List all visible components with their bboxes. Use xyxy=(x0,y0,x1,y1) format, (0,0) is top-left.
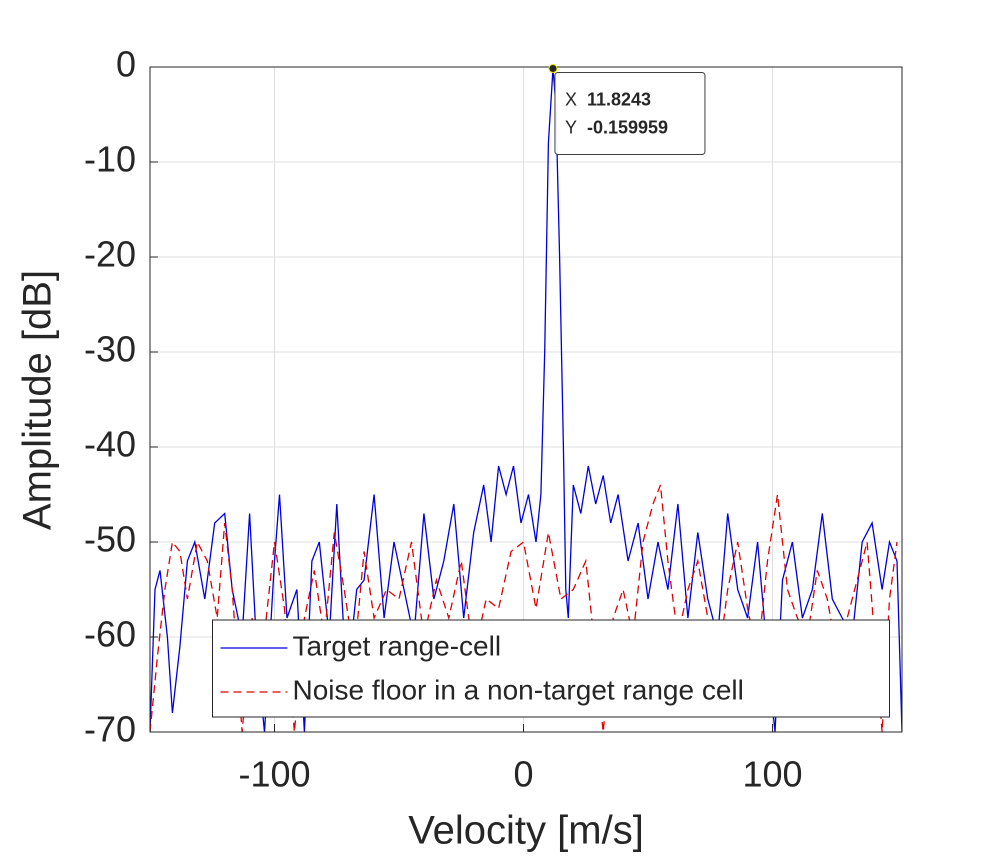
datatip-label: X xyxy=(565,89,577,109)
datatip-point xyxy=(548,64,558,74)
y-axis-label: Amplitude [dB] xyxy=(16,270,60,530)
x-axis-label: Velocity [m/s] xyxy=(408,809,644,853)
axes-box xyxy=(149,66,903,733)
legend-label: Noise floor in a non-target range cell xyxy=(293,674,744,705)
y-tick-label: -10 xyxy=(84,139,136,180)
legend-label: Target range-cell xyxy=(293,630,502,661)
legend-box xyxy=(212,619,890,718)
y-tick-label: -70 xyxy=(84,709,136,750)
x-tick-label: 100 xyxy=(742,754,802,795)
datatip-box xyxy=(554,72,706,156)
x-tick-label: -100 xyxy=(238,754,310,795)
datatip-value: -0.159959 xyxy=(587,117,668,137)
x-tick-label: 0 xyxy=(513,754,533,795)
datatip-value: 11.8243 xyxy=(587,89,651,109)
datatip-label: Y xyxy=(565,117,577,137)
y-tick-label: -30 xyxy=(84,329,136,370)
y-tick-label: -50 xyxy=(84,519,136,560)
y-tick-label: -40 xyxy=(84,424,136,465)
y-tick-label: -60 xyxy=(84,614,136,655)
y-tick-label: -20 xyxy=(84,234,136,275)
y-tick-label: 0 xyxy=(116,44,136,85)
